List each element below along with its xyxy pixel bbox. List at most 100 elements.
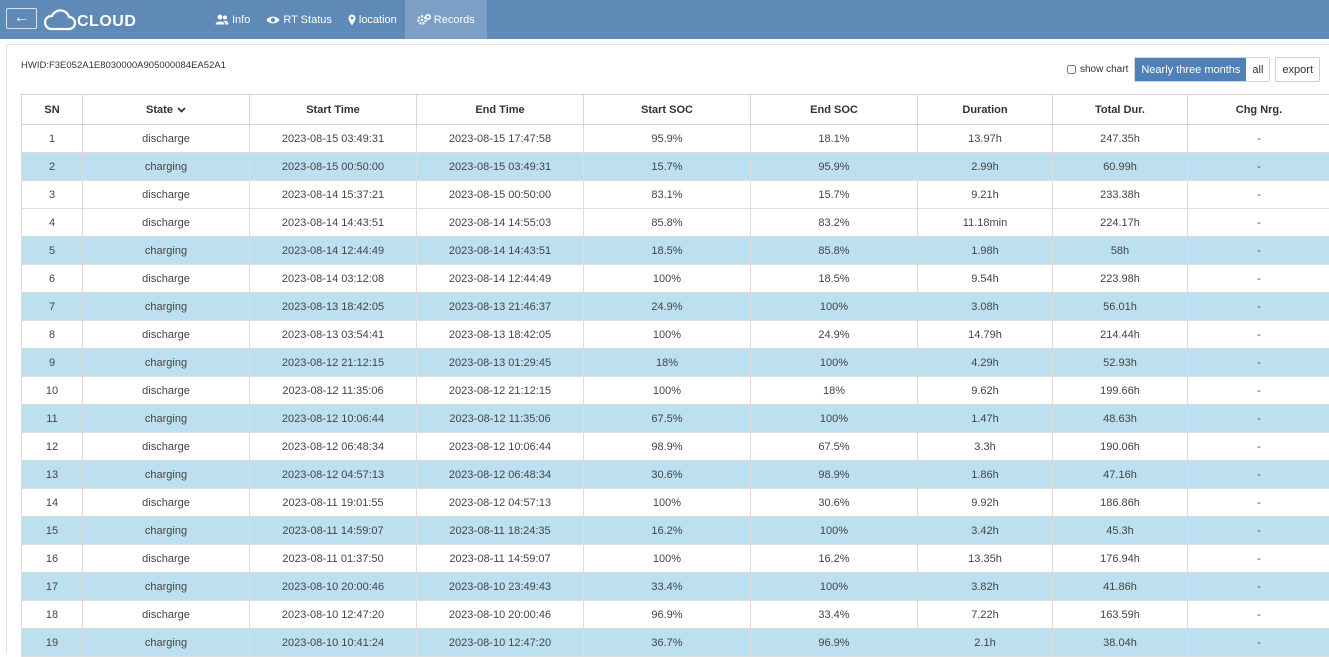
cell-total-duration: 163.59h [1053, 601, 1188, 629]
nav-tab-records[interactable]: Records [405, 0, 487, 39]
cell-state: discharge [83, 377, 250, 405]
cell-sn: 17 [22, 573, 83, 601]
cell-start-soc: 100% [584, 377, 751, 405]
range-nearly-three-months-button[interactable]: Nearly three months [1135, 58, 1246, 81]
cell-start-time: 2023-08-10 20:00:46 [250, 573, 417, 601]
cell-start-time: 2023-08-14 14:43:51 [250, 209, 417, 237]
cell-start-time: 2023-08-12 06:48:34 [250, 433, 417, 461]
cell-start-soc: 18% [584, 349, 751, 377]
records-controls: show chart Nearly three months all expor… [1067, 57, 1320, 82]
cell-start-time: 2023-08-12 21:12:15 [250, 349, 417, 377]
gears-icon [417, 14, 431, 25]
cell-total-duration: 41.86h [1053, 573, 1188, 601]
back-button[interactable]: ← [6, 8, 37, 29]
cell-sn: 6 [22, 265, 83, 293]
cell-total-duration: 247.35h [1053, 125, 1188, 153]
cell-end-soc: 100% [751, 349, 918, 377]
cell-duration: 3.42h [918, 517, 1053, 545]
column-header-sn[interactable]: SN [22, 95, 83, 125]
cell-end-time: 2023-08-14 14:43:51 [417, 237, 584, 265]
cell-total-duration: 48.63h [1053, 405, 1188, 433]
cell-start-time: 2023-08-14 12:44:49 [250, 237, 417, 265]
cell-total-duration: 47.16h [1053, 461, 1188, 489]
cell-start-time: 2023-08-12 11:35:06 [250, 377, 417, 405]
cell-start-soc: 30.6% [584, 461, 751, 489]
cell-total-duration: 233.38h [1053, 181, 1188, 209]
nav-tab-label: RT Status [283, 14, 332, 26]
column-header-end-soc[interactable]: End SOC [751, 95, 918, 125]
cell-start-soc: 98.9% [584, 433, 751, 461]
column-header-end-time[interactable]: End Time [417, 95, 584, 125]
nav-tab-label: location [359, 14, 397, 26]
range-all-button[interactable]: all [1246, 58, 1269, 81]
column-header-start-time[interactable]: Start Time [250, 95, 417, 125]
cell-state: charging [83, 153, 250, 181]
cell-sn: 12 [22, 433, 83, 461]
cell-start-soc: 100% [584, 489, 751, 517]
cell-state: charging [83, 237, 250, 265]
column-header-total-duration[interactable]: Total Dur. [1053, 95, 1188, 125]
hardware-id: HWID:F3E052A1E8030000A905000084EA52A1 [21, 60, 226, 71]
cell-duration: 13.97h [918, 125, 1053, 153]
cell-charge-energy: - [1188, 265, 1329, 293]
eye-icon [266, 15, 280, 25]
cell-duration: 2.1h [918, 629, 1053, 657]
nav-tab-rt-status[interactable]: RT Status [258, 0, 340, 39]
cell-start-time: 2023-08-14 15:37:21 [250, 181, 417, 209]
show-chart-toggle[interactable]: show chart [1067, 64, 1128, 75]
cell-start-time: 2023-08-12 10:06:44 [250, 405, 417, 433]
records-table: SN State Start Time End Time Start SOC E… [21, 94, 1329, 657]
cell-charge-energy: - [1188, 461, 1329, 489]
cell-duration: 4.29h [918, 349, 1053, 377]
cell-duration: 3.3h [918, 433, 1053, 461]
column-header-start-soc[interactable]: Start SOC [584, 95, 751, 125]
cell-end-soc: 100% [751, 293, 918, 321]
nav-tab-location[interactable]: location [340, 0, 405, 39]
export-button[interactable]: export [1275, 57, 1320, 82]
cell-state: charging [83, 517, 250, 545]
cell-end-soc: 95.9% [751, 153, 918, 181]
cell-sn: 2 [22, 153, 83, 181]
cell-charge-energy: - [1188, 209, 1329, 237]
cell-start-time: 2023-08-15 03:49:31 [250, 125, 417, 153]
show-chart-checkbox[interactable] [1067, 65, 1076, 74]
cell-sn: 9 [22, 349, 83, 377]
cell-charge-energy: - [1188, 125, 1329, 153]
cell-duration: 1.86h [918, 461, 1053, 489]
cell-duration: 9.21h [918, 181, 1053, 209]
cell-total-duration: 176.94h [1053, 545, 1188, 573]
cell-charge-energy: - [1188, 349, 1329, 377]
column-header-duration[interactable]: Duration [918, 95, 1053, 125]
cell-charge-energy: - [1188, 629, 1329, 657]
column-header-charge-energy[interactable]: Chg Nrg. [1188, 95, 1329, 125]
cell-duration: 3.82h [918, 573, 1053, 601]
cell-start-time: 2023-08-11 19:01:55 [250, 489, 417, 517]
cell-duration: 9.54h [918, 265, 1053, 293]
cell-duration: 14.79h [918, 321, 1053, 349]
column-header-state[interactable]: State [83, 95, 250, 125]
cell-state: charging [83, 349, 250, 377]
nav-tab-info[interactable]: Info [207, 0, 258, 39]
cloud-logo[interactable]: CLOUD [44, 6, 136, 34]
chevron-down-icon[interactable] [177, 107, 186, 113]
cell-duration: 13.35h [918, 545, 1053, 573]
